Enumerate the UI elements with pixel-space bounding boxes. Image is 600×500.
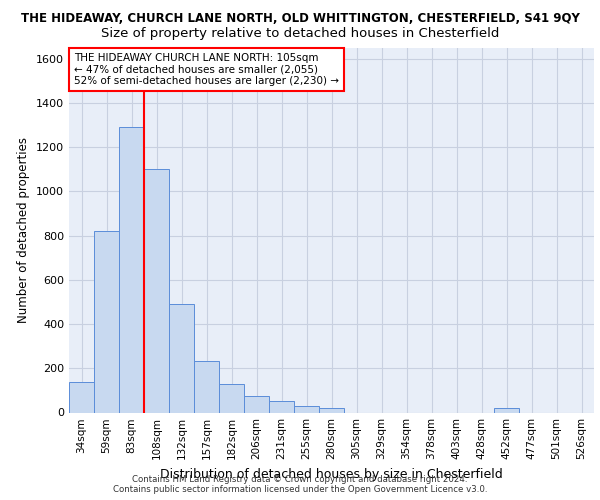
Bar	[94, 231, 119, 412]
Bar	[319, 408, 344, 412]
Text: Size of property relative to detached houses in Chesterfield: Size of property relative to detached ho…	[101, 28, 499, 40]
Bar	[494, 408, 519, 412]
Text: THE HIDEAWAY CHURCH LANE NORTH: 105sqm
← 47% of detached houses are smaller (2,0: THE HIDEAWAY CHURCH LANE NORTH: 105sqm ←…	[74, 53, 339, 86]
Bar	[169, 304, 194, 412]
Bar	[69, 382, 94, 412]
Bar	[119, 127, 144, 412]
X-axis label: Distribution of detached houses by size in Chesterfield: Distribution of detached houses by size …	[160, 468, 503, 481]
Bar	[194, 360, 219, 412]
Y-axis label: Number of detached properties: Number of detached properties	[17, 137, 31, 323]
Bar	[269, 402, 294, 412]
Bar	[244, 396, 269, 412]
Text: Contains HM Land Registry data © Crown copyright and database right 2024.
Contai: Contains HM Land Registry data © Crown c…	[113, 474, 487, 494]
Bar	[294, 406, 319, 412]
Bar	[219, 384, 244, 412]
Bar	[144, 169, 169, 412]
Text: THE HIDEAWAY, CHURCH LANE NORTH, OLD WHITTINGTON, CHESTERFIELD, S41 9QY: THE HIDEAWAY, CHURCH LANE NORTH, OLD WHI…	[20, 12, 580, 26]
